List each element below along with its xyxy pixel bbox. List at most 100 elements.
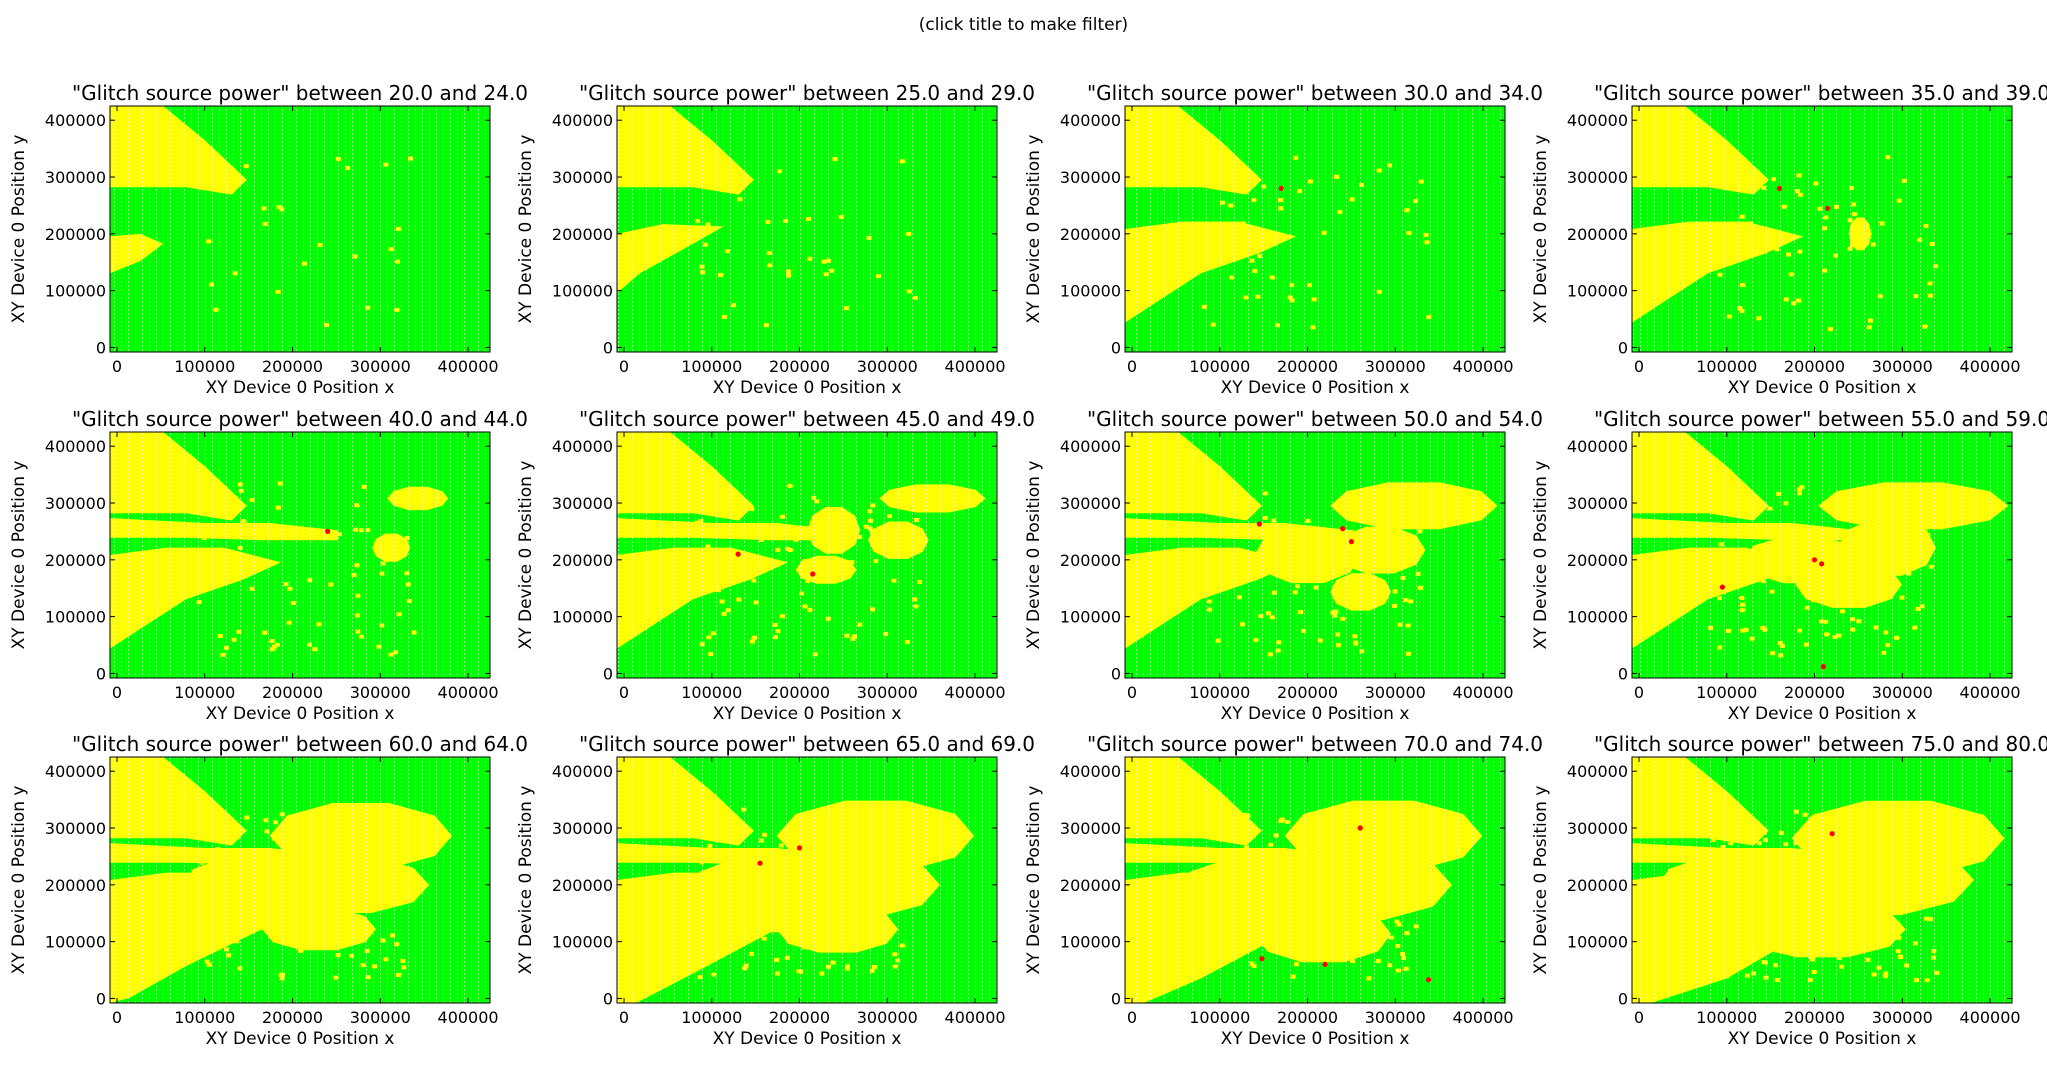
grid-dots — [110, 432, 490, 678]
x-tick-label: 400000 — [1960, 683, 2021, 702]
x-tick-label: 200000 — [769, 357, 830, 376]
y-tick-label: 0 — [1618, 989, 1628, 1008]
x-tick-label: 400000 — [1960, 357, 2021, 376]
x-tick-label: 300000 — [857, 1008, 918, 1027]
y-tick-label: 100000 — [552, 608, 613, 627]
y-tick-label: 200000 — [1060, 876, 1121, 895]
grid-dots — [1125, 106, 1505, 352]
grid-dots — [1632, 432, 2012, 678]
y-tick-label: 0 — [96, 989, 106, 1008]
plot-frame — [109, 756, 491, 1004]
y-tick-label: 300000 — [1567, 819, 1628, 838]
y-tick-label: 300000 — [1060, 494, 1121, 513]
x-tick-label: 100000 — [174, 357, 235, 376]
subplot-title[interactable]: "Glitch source power" between 25.0 and 2… — [579, 81, 1035, 105]
y-tick-label: 100000 — [1060, 933, 1121, 952]
y-tick-label: 200000 — [1060, 551, 1121, 570]
plot-frame — [1124, 431, 1506, 679]
subplot-title[interactable]: "Glitch source power" between 20.0 and 2… — [72, 81, 528, 105]
fault-point — [1820, 664, 1826, 670]
y-tick-label: 300000 — [552, 819, 613, 838]
plot-frame — [616, 431, 998, 679]
fault-point — [1819, 561, 1825, 567]
x-tick-label: 0 — [1634, 1008, 1644, 1027]
x-tick-label: 200000 — [769, 1008, 830, 1027]
x-tick-label: 400000 — [945, 357, 1006, 376]
y-tick-label: 0 — [96, 664, 106, 683]
y-axis-label: XY Device 0 Position y — [1531, 461, 1551, 650]
x-tick-label: 400000 — [438, 1008, 499, 1027]
y-tick-label: 400000 — [1567, 437, 1628, 456]
x-axis-label: XY Device 0 Position x — [206, 378, 395, 398]
x-tick-label: 100000 — [174, 1008, 235, 1027]
y-tick-label: 100000 — [552, 933, 613, 952]
subplot-title[interactable]: "Glitch source power" between 60.0 and 6… — [72, 732, 528, 756]
subplot-title[interactable]: "Glitch source power" between 30.0 and 3… — [1087, 81, 1543, 105]
fault-point — [1357, 825, 1363, 831]
y-tick-label: 200000 — [45, 551, 106, 570]
plot-frame — [109, 431, 491, 679]
x-axis-label: XY Device 0 Position x — [713, 378, 902, 398]
plot-frame — [1631, 431, 2013, 679]
y-tick-label: 400000 — [45, 111, 106, 130]
y-axis-label: XY Device 0 Position y — [9, 135, 29, 324]
y-tick-label: 300000 — [552, 494, 613, 513]
x-tick-label: 400000 — [945, 683, 1006, 702]
subplot-title[interactable]: "Glitch source power" between 70.0 and 7… — [1087, 732, 1543, 756]
x-tick-label: 0 — [619, 357, 629, 376]
subplot-title[interactable]: "Glitch source power" between 50.0 and 5… — [1087, 407, 1543, 431]
y-tick-label: 100000 — [1060, 608, 1121, 627]
x-tick-label: 300000 — [1872, 1008, 1933, 1027]
x-axis-label: XY Device 0 Position x — [206, 1029, 395, 1049]
plot-frame — [616, 105, 998, 353]
x-tick-label: 300000 — [1872, 357, 1933, 376]
x-tick-label: 200000 — [1277, 1008, 1338, 1027]
x-tick-label: 100000 — [681, 683, 742, 702]
subplot-title[interactable]: "Glitch source power" between 75.0 and 8… — [1594, 732, 2047, 756]
fault-point — [735, 551, 741, 557]
subplot-11: 0 100000 200000 300000 400000 0 100000 200000 30… — [1024, 732, 1543, 1049]
x-tick-label: 0 — [1127, 357, 1137, 376]
fault-point — [1278, 185, 1284, 191]
fault-point — [1340, 526, 1346, 532]
y-tick-label: 400000 — [45, 762, 106, 781]
fault-point — [1825, 205, 1831, 211]
fault-point — [757, 860, 763, 866]
y-axis-label: XY Device 0 Position y — [516, 135, 536, 324]
grid-dots — [617, 432, 997, 678]
fault-point — [1811, 557, 1818, 563]
x-axis-label: XY Device 0 Position x — [1221, 704, 1410, 724]
subplot-title[interactable]: "Glitch source power" between 55.0 and 5… — [1594, 407, 2047, 431]
y-tick-label: 0 — [603, 989, 613, 1008]
y-tick-label: 300000 — [552, 168, 613, 187]
x-axis-label: XY Device 0 Position x — [1728, 378, 1917, 398]
y-axis-label: XY Device 0 Position y — [516, 461, 536, 650]
y-tick-label: 0 — [1618, 338, 1628, 357]
x-axis-label: XY Device 0 Position x — [1221, 378, 1410, 398]
y-tick-label: 200000 — [45, 876, 106, 895]
x-tick-label: 300000 — [350, 357, 411, 376]
subplot-8: 0 100000 200000 300000 400000 0 100000 200000 30… — [1531, 407, 2047, 724]
x-tick-label: 0 — [619, 683, 629, 702]
x-tick-label: 300000 — [350, 683, 411, 702]
y-tick-label: 300000 — [1567, 168, 1628, 187]
subplot-title[interactable]: "Glitch source power" between 35.0 and 3… — [1594, 81, 2047, 105]
y-tick-label: 400000 — [552, 111, 613, 130]
subplot-title[interactable]: "Glitch source power" between 40.0 and 4… — [72, 407, 528, 431]
subplot-2: 0 100000 200000 300000 400000 0 100000 200000 30… — [516, 81, 1035, 398]
y-tick-label: 300000 — [45, 819, 106, 838]
y-tick-label: 100000 — [1567, 933, 1628, 952]
subplot-title[interactable]: "Glitch source power" between 45.0 and 4… — [579, 407, 1035, 431]
x-axis-label: XY Device 0 Position x — [713, 1029, 902, 1049]
filter-hint[interactable]: (click title to make filter) — [918, 15, 1129, 35]
x-tick-label: 100000 — [1696, 683, 1757, 702]
subplot-7: 0 100000 200000 300000 400000 0 100000 200000 30… — [1024, 407, 1543, 724]
x-tick-label: 200000 — [1784, 1008, 1845, 1027]
plot-frame — [1124, 105, 1506, 353]
y-tick-label: 300000 — [1567, 494, 1628, 513]
y-tick-label: 100000 — [1567, 608, 1628, 627]
plot-frame — [1631, 105, 2013, 353]
x-tick-label: 400000 — [1960, 1008, 2021, 1027]
subplot-title[interactable]: "Glitch source power" between 65.0 and 6… — [579, 732, 1035, 756]
